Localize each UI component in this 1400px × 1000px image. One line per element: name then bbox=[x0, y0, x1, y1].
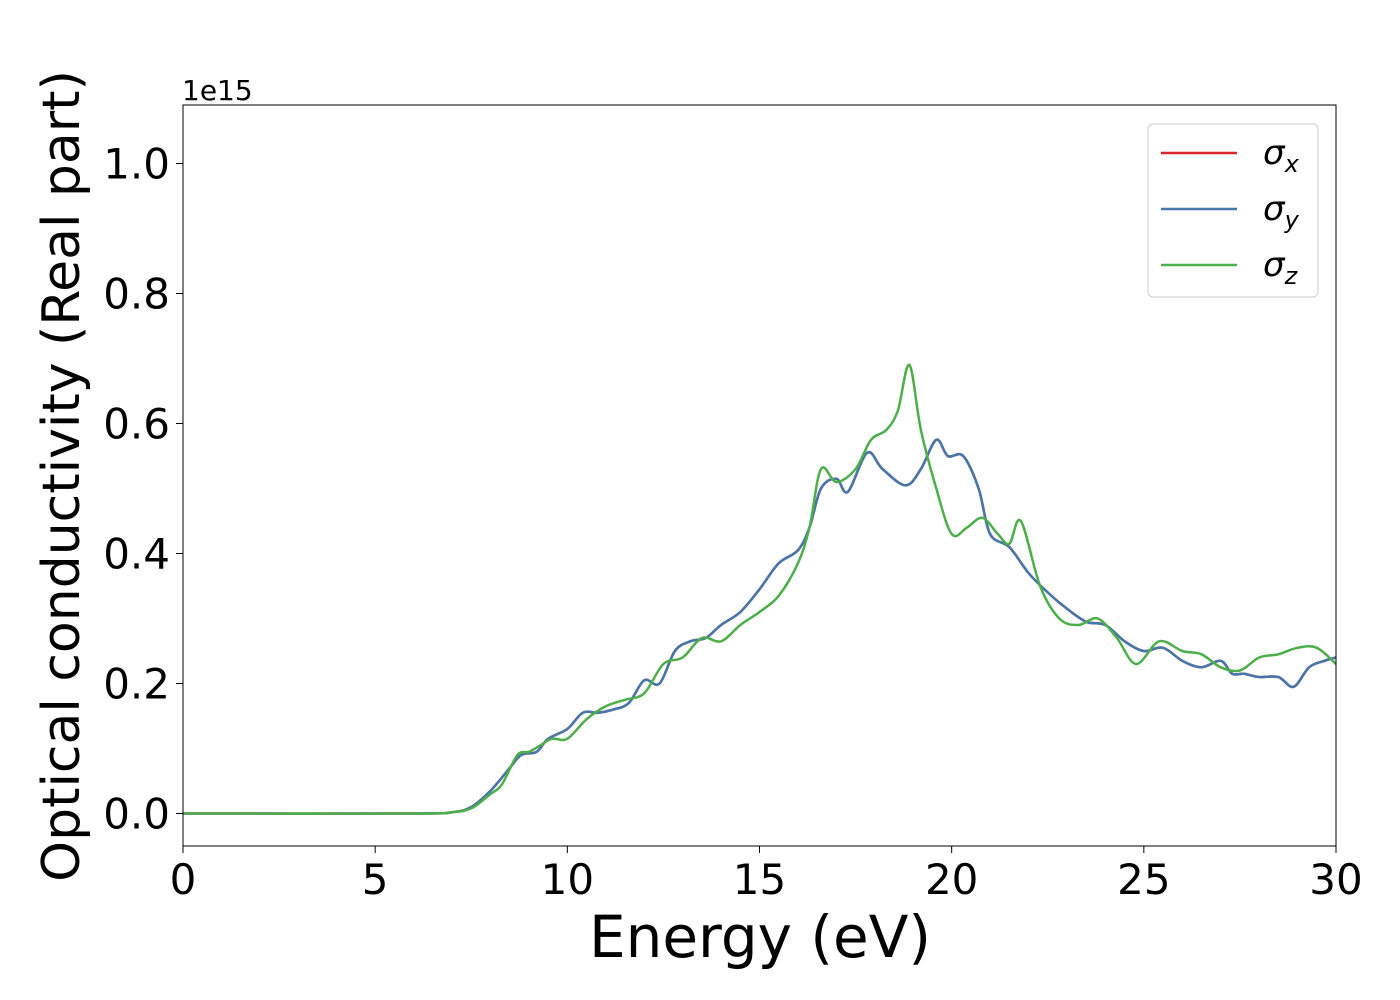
legend: σx σy σz bbox=[1147, 123, 1319, 298]
y-tick-label: 0.8 bbox=[103, 270, 170, 319]
legend-label: σx bbox=[1263, 133, 1300, 178]
x-tick-label: 30 bbox=[1309, 855, 1362, 904]
legend-entry-x: σx bbox=[1161, 133, 1300, 178]
legend-box bbox=[1147, 123, 1319, 298]
y-tick-label: 0.6 bbox=[103, 400, 170, 449]
x-axis-ticks: 0 5 10 15 20 25 30 bbox=[170, 846, 1363, 904]
legend-label: σy bbox=[1263, 189, 1300, 234]
series-line-x bbox=[183, 438, 1336, 815]
x-tick-label: 25 bbox=[1117, 855, 1170, 904]
y-tick-label: 1.0 bbox=[103, 140, 170, 189]
y-axis-ticks: 0.0 0.2 0.4 0.6 0.8 1.0 bbox=[103, 140, 183, 839]
legend-entry-y: σy bbox=[1161, 189, 1300, 234]
y-tick-label: 0.0 bbox=[103, 790, 170, 839]
legend-label: σz bbox=[1263, 245, 1299, 290]
y-tick-label: 0.2 bbox=[103, 660, 170, 709]
y-axis-multiplier: 1e15 bbox=[182, 74, 253, 107]
x-tick-label: 20 bbox=[925, 855, 978, 904]
legend-entry-z: σz bbox=[1161, 245, 1299, 290]
series-line-y bbox=[183, 438, 1336, 815]
x-axis-label: Energy (eV) bbox=[589, 903, 931, 971]
y-axis-label: Optical conductivity (Real part) bbox=[32, 70, 92, 882]
x-tick-label: 5 bbox=[362, 855, 389, 904]
x-tick-label: 10 bbox=[541, 855, 594, 904]
y-tick-label: 0.4 bbox=[103, 530, 170, 579]
series-line-z bbox=[183, 363, 1336, 815]
x-tick-label: 0 bbox=[170, 855, 197, 904]
plot-lines bbox=[183, 363, 1336, 815]
x-tick-label: 15 bbox=[733, 855, 786, 904]
